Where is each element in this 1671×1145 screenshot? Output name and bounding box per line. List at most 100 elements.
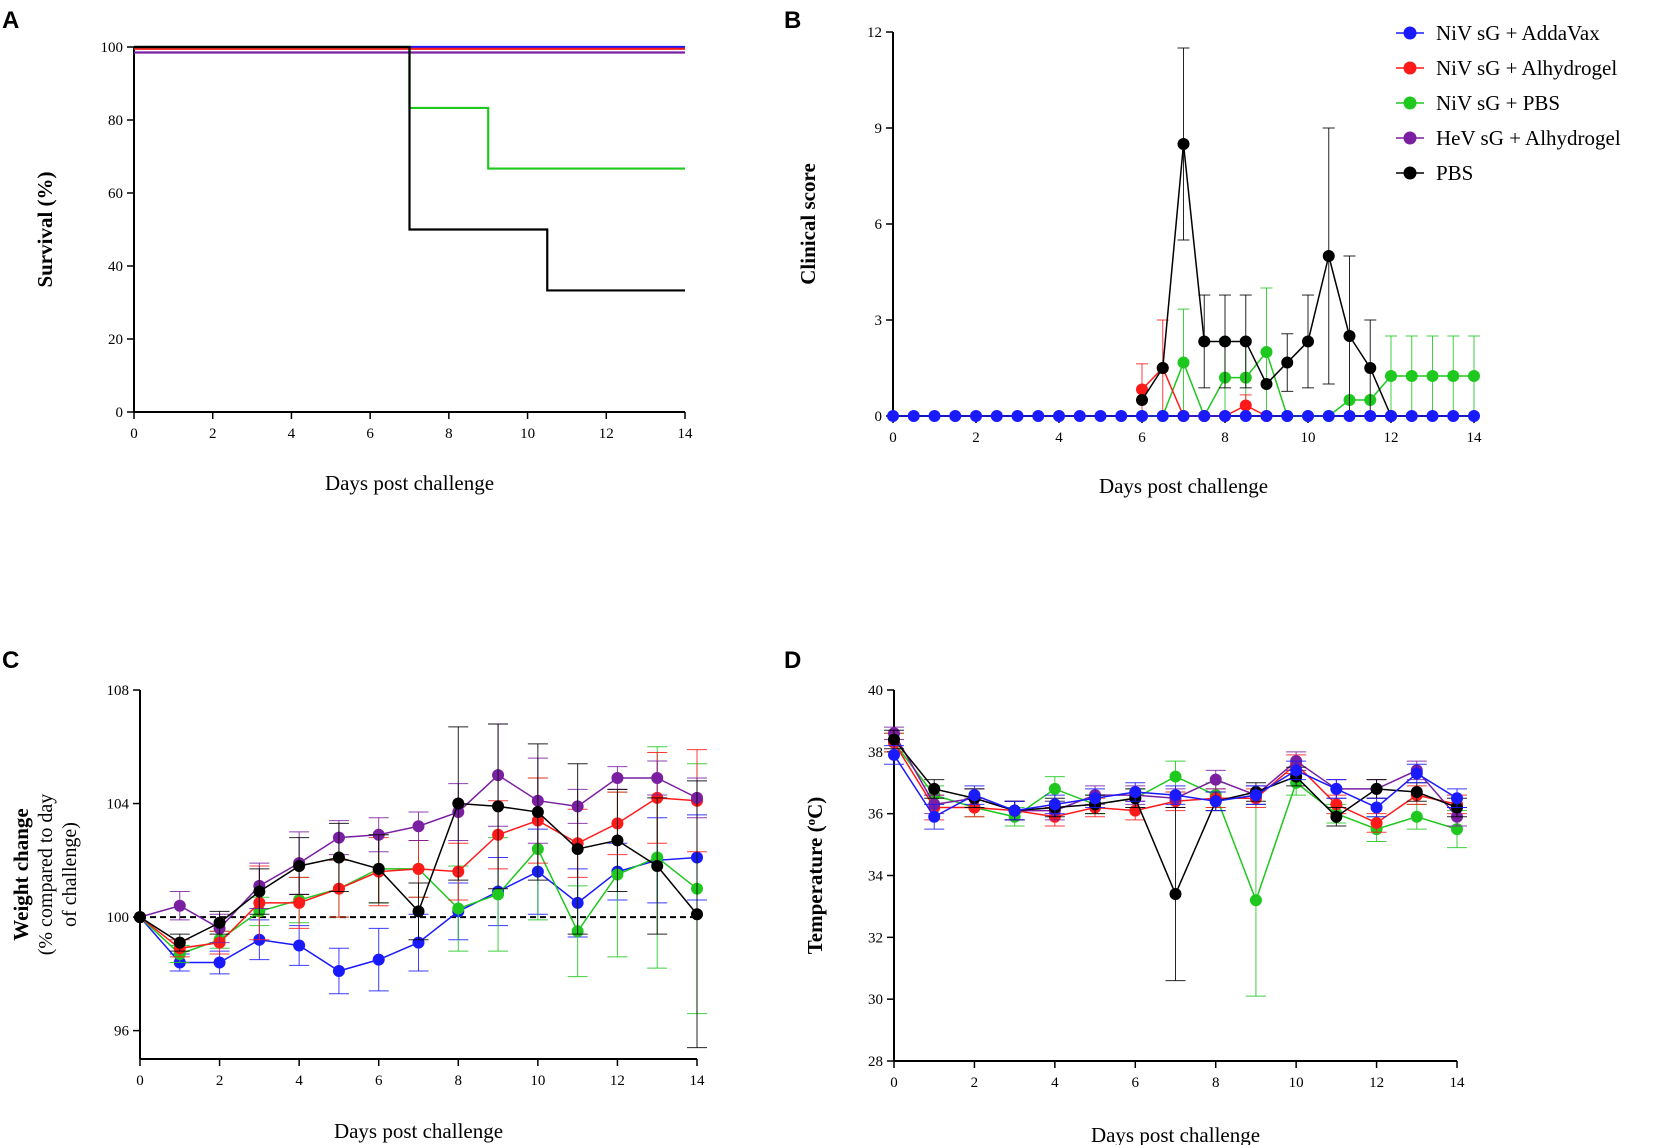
y-axis-sublabel: of challenge) xyxy=(59,822,81,927)
x-tick-label: 2 xyxy=(209,426,217,442)
legend-swatch-marker xyxy=(1403,96,1417,110)
data-point xyxy=(1322,410,1335,422)
y-tick-label: 28 xyxy=(868,1054,883,1070)
y-axis-label: Temperature (oC) xyxy=(803,797,828,955)
data-point xyxy=(928,410,941,422)
x-tick-label: 14 xyxy=(678,426,694,442)
x-tick-label: 4 xyxy=(288,426,296,442)
data-point xyxy=(1468,370,1480,382)
x-tick-label: 8 xyxy=(455,1073,463,1089)
data-point xyxy=(412,862,425,875)
data-point xyxy=(1302,410,1314,422)
survival-line-pbs xyxy=(134,45,685,292)
data-point xyxy=(1370,816,1383,829)
y-tick-label: 36 xyxy=(868,807,884,823)
data-point xyxy=(888,748,900,761)
data-point xyxy=(372,953,385,966)
data-point xyxy=(1239,399,1252,412)
data-point xyxy=(293,859,306,872)
x-tick-label: 12 xyxy=(599,426,614,442)
legend-item-pbs: PBS xyxy=(1396,161,1473,185)
x-tick-label: 4 xyxy=(1051,1075,1059,1091)
x-tick-label: 14 xyxy=(690,1073,706,1089)
legend: NiV sG + AddaVax NiV sG + Alhydrogel NiV s… xyxy=(1396,21,1621,185)
data-point xyxy=(1177,356,1190,369)
x-axis-label: Days post challenge xyxy=(1091,1123,1260,1145)
y-tick-label: 100 xyxy=(101,40,124,56)
data-point xyxy=(1330,782,1343,795)
y-tick-label: 20 xyxy=(108,332,123,348)
y-tick-label: 30 xyxy=(868,992,883,1008)
y-axis-label-part: Temperature ( xyxy=(803,825,827,954)
x-axis-label: Days post challenge xyxy=(1099,474,1268,498)
y-tick-label: 12 xyxy=(867,25,882,41)
legend-swatch-marker xyxy=(1403,26,1417,40)
data-point xyxy=(1198,335,1211,348)
data-point xyxy=(1115,410,1128,422)
data-point xyxy=(531,806,544,819)
data-point xyxy=(1198,410,1211,422)
y-tick-label: 0 xyxy=(875,409,883,425)
x-tick-label: 0 xyxy=(890,1075,898,1091)
data-point xyxy=(1169,770,1182,783)
y-tick-label: 60 xyxy=(108,186,123,202)
data-point xyxy=(293,896,306,909)
data-point xyxy=(1260,378,1273,390)
legend-item-alhydrogel: NiV sG + Alhydrogel xyxy=(1396,56,1617,80)
y-tick-label: 3 xyxy=(875,313,883,329)
panel-a-survival-chart: 0 2 4 6 8 10 12 14 0 20 40 60 80 100 Days post challen… xyxy=(2,7,693,495)
series-pbs xyxy=(134,723,707,1049)
y-axis-label: Survival (%) xyxy=(33,171,57,287)
data-point xyxy=(928,810,941,823)
y-tick-label: 9 xyxy=(875,121,883,137)
y-axis-label: Clinical score xyxy=(796,163,820,285)
x-tick-label: 12 xyxy=(610,1073,625,1089)
x-tick-label: 0 xyxy=(889,430,897,446)
data-point xyxy=(949,410,962,422)
x-tick-label: 2 xyxy=(216,1073,224,1089)
data-point xyxy=(1447,410,1460,422)
data-point xyxy=(1343,410,1356,422)
data-point xyxy=(1177,138,1190,150)
data-point xyxy=(372,862,385,875)
panel-b-clinical-score-chart: 0 2 4 6 8 10 12 14 0 3 6 9 12 Days post challenge B Cli… xyxy=(784,7,1482,498)
data-point xyxy=(1053,410,1065,422)
data-point xyxy=(492,888,505,901)
legend-label: NiV sG + Alhydrogel xyxy=(1436,56,1617,80)
y-tick-label: 96 xyxy=(114,1024,130,1040)
data-point xyxy=(1410,810,1423,823)
data-point xyxy=(1447,370,1460,382)
x-tick-label: 0 xyxy=(136,1073,144,1089)
x-tick-label: 10 xyxy=(1301,430,1316,446)
legend-item-hev: HeV sG + Alhydrogel xyxy=(1396,126,1621,150)
data-point xyxy=(1219,410,1231,422)
legend-item-addavax: NiV sG + AddaVax xyxy=(1396,21,1600,45)
data-point xyxy=(173,899,186,912)
data-point xyxy=(332,965,345,978)
data-point xyxy=(1468,410,1480,422)
data-point xyxy=(1426,410,1439,422)
legend-label: HeV sG + Alhydrogel xyxy=(1436,126,1621,150)
data-point xyxy=(1370,801,1383,814)
data-point xyxy=(1451,792,1463,805)
data-point xyxy=(1426,370,1439,382)
x-tick-label: 4 xyxy=(1055,430,1063,446)
panel-label: A xyxy=(2,7,19,34)
panel-d-temperature-chart: 0 2 4 6 8 10 12 14 28 30 32 34 36 38 40 Days post chall… xyxy=(784,647,1467,1145)
x-axis-label: Days post challenge xyxy=(325,471,494,495)
data-point xyxy=(1364,410,1377,422)
data-point xyxy=(1281,410,1294,422)
y-tick-label: 38 xyxy=(868,745,883,761)
data-point xyxy=(412,820,425,833)
y-tick-label: 108 xyxy=(107,683,130,699)
data-point xyxy=(1405,410,1418,422)
data-point xyxy=(412,905,425,918)
panel-label: D xyxy=(784,647,801,674)
y-tick-label: 100 xyxy=(107,910,130,926)
x-tick-label: 0 xyxy=(130,426,138,442)
x-tick-label: 2 xyxy=(972,430,980,446)
legend-swatch-marker xyxy=(1403,61,1417,75)
x-tick-label: 6 xyxy=(1132,1075,1140,1091)
data-point xyxy=(452,902,465,915)
data-point xyxy=(452,797,465,810)
